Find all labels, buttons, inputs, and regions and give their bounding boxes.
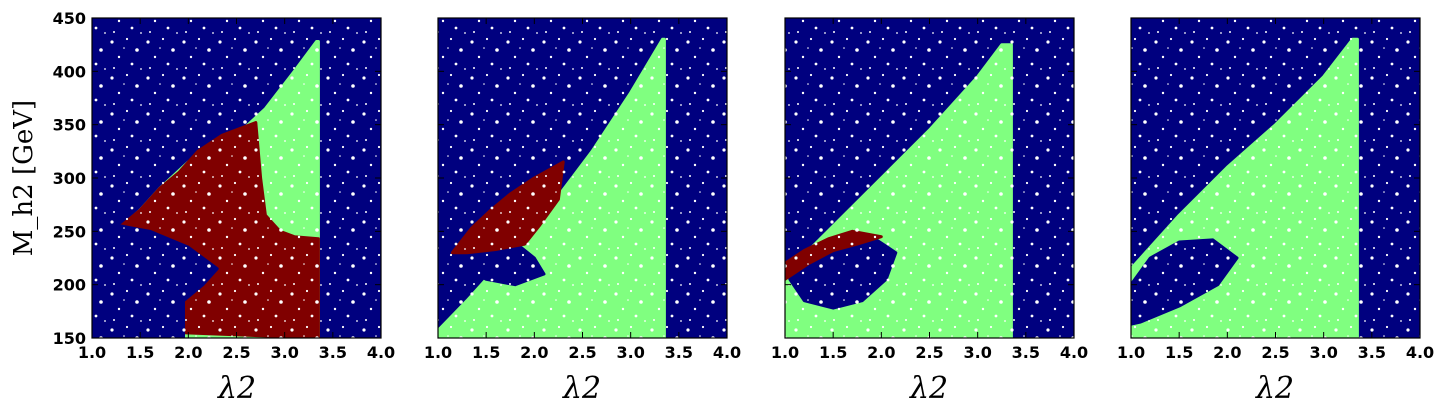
panel-2-x-tick-label: 2.0 (520, 343, 548, 362)
panel-3-plot (784, 17, 1075, 339)
panel-2-plot (437, 17, 728, 339)
panel-3-x-axis-label: λ2 (909, 371, 948, 406)
panel-3-y-ticks (785, 17, 1074, 339)
panel-3-speckle-overlay (785, 18, 1074, 338)
panel-2-x-tick-label: 1.0 (424, 343, 452, 362)
panel-2-x-ticks: 1.0 1.5 2.0 2.5 3.0 3.5 4.0 (424, 18, 741, 362)
panel-4-x-tick-label: 1.5 (1165, 343, 1193, 362)
panel-4-x-tick-label: 3.0 (1309, 343, 1337, 362)
panel-1-x-tick-label: 3.5 (319, 343, 347, 362)
panel-3-x-tick-label: 4.0 (1060, 343, 1088, 362)
panel-2-x-tick-label: 4.0 (713, 343, 741, 362)
panel-1-x-tick-label: 1.5 (126, 343, 154, 362)
panel-3-x-tick-label: 3.0 (963, 343, 991, 362)
panel-3-x-tick-label: 2.0 (867, 343, 895, 362)
panel-4-x-tick-label: 3.5 (1358, 343, 1386, 362)
panel-2-x-tick-label: 3.5 (665, 343, 693, 362)
panel-1-y-tick-label: 250 (53, 222, 86, 241)
panel-2-speckle-overlay (438, 18, 727, 338)
panel-4-speckle-overlay (1131, 18, 1420, 338)
panel-2-y-ticks (438, 17, 727, 339)
panel-2-x-axis-label: λ2 (562, 371, 601, 406)
panel-1-y-ticks: 150 200 250 300 350 400 450 (53, 9, 381, 348)
panel-4-x-tick-label: 2.5 (1261, 343, 1289, 362)
panel-1-y-tick-label: 450 (53, 9, 86, 28)
panel-1-y-tick-label: 350 (53, 116, 86, 135)
panel-4-x-tick-label: 1.0 (1117, 343, 1145, 362)
panel-4-x-ticks: 1.0 1.5 2.0 2.5 3.0 3.5 4.0 (1117, 18, 1434, 362)
panel-1-x-tick-label: 2.5 (222, 343, 250, 362)
panel-4: 1.0 1.5 2.0 2.5 3.0 3.5 4.0 (1117, 17, 1434, 362)
panel-1-x-tick-label: 4.0 (367, 343, 395, 362)
panel-3-x-tick-label: 2.5 (915, 343, 943, 362)
panel-1-x-axis-label: λ2 (217, 371, 256, 406)
panel-1-y-tick-label: 400 (53, 62, 86, 81)
panel-2-x-tick-label: 3.0 (616, 343, 644, 362)
panel-1-x-ticks: 1.0 1.5 2.0 2.5 3.0 3.5 4.0 (78, 18, 395, 362)
panel-1-speckle-overlay (92, 18, 381, 338)
panel-4-x-tick-label: 4.0 (1406, 343, 1434, 362)
panel-3-x-tick-label: 1.0 (771, 343, 799, 362)
panel-1-y-tick-label: 300 (53, 169, 86, 188)
panel-2: 1.0 1.5 2.0 2.5 3.0 3.5 4.0 (424, 17, 741, 362)
panel-1-x-tick-label: 2.0 (174, 343, 202, 362)
panel-4-plot (1130, 17, 1421, 339)
panel-3-x-ticks: 1.0 1.5 2.0 2.5 3.0 3.5 4.0 (771, 18, 1088, 362)
panel-1-plot (91, 17, 382, 339)
panel-4-x-axis-label: λ2 (1255, 371, 1294, 406)
panel-4-y-ticks (1131, 17, 1420, 339)
panel-1-x-tick-label: 3.0 (270, 343, 298, 362)
panel-2-x-tick-label: 1.5 (472, 343, 500, 362)
panel-2-x-tick-label: 2.5 (568, 343, 596, 362)
y-axis-label: M_h2 [GeV] (9, 100, 39, 256)
panel-3-x-tick-label: 3.5 (1012, 343, 1040, 362)
panel-1: 1.0 1.5 2.0 2.5 3.0 3.5 4.0 150 200 250 300 350 400… (53, 9, 396, 362)
panel-3: 1.0 1.5 2.0 2.5 3.0 3.5 4.0 (771, 17, 1088, 362)
panel-1-y-tick-label: 200 (53, 276, 86, 295)
panel-1-y-tick-label: 150 (53, 329, 86, 348)
panel-3-x-tick-label: 1.5 (819, 343, 847, 362)
panel-4-x-tick-label: 2.0 (1213, 343, 1241, 362)
panel-1-x-tick-label: 1.0 (78, 343, 106, 362)
